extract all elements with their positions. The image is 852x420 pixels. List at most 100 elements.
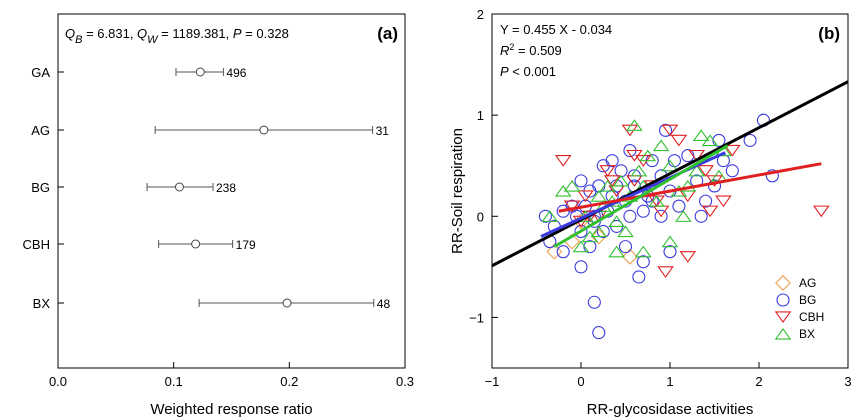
forest-x-tick-label: 0.2	[280, 374, 298, 389]
legend-label: AG	[799, 276, 816, 290]
panel-a-label: (a)	[377, 24, 398, 43]
forest-row-cbh: 179	[158, 238, 256, 252]
data-point	[670, 134, 688, 147]
forest-x-axis-title: Weighted response ratio	[150, 401, 312, 418]
data-point	[663, 245, 677, 259]
data-point	[621, 248, 638, 265]
data-point	[652, 205, 670, 218]
data-point	[617, 225, 634, 238]
data-point	[661, 235, 679, 248]
regression-line-bg	[540, 151, 726, 238]
scatter-plot-panel: −1 0 1 2 3 −1 0 1 2 RR-glycosidase activities R…	[449, 7, 852, 418]
data-point	[599, 179, 617, 192]
data-point	[605, 154, 619, 168]
panel-b-label: (b)	[818, 24, 840, 43]
data-point	[626, 119, 643, 131]
forest-row-bg: 238	[146, 181, 236, 195]
scatter-x-tick-label: 0	[577, 374, 584, 389]
data-point	[699, 194, 713, 208]
mean-marker	[174, 182, 184, 192]
legend-label: BG	[799, 293, 816, 307]
scatter-x-tick-label: −1	[485, 374, 500, 389]
scatter-y-tick-label: −1	[469, 310, 484, 325]
data-point	[592, 326, 606, 340]
legend-marker	[774, 311, 792, 324]
data-point	[608, 215, 625, 227]
legend-item-bx: BX	[774, 327, 815, 341]
scatter-y-tick-label: 1	[477, 108, 484, 123]
data-point	[725, 164, 739, 178]
scatter-y-tick-label: 2	[477, 7, 484, 22]
forest-y-tick-labels: GA AG BG CBH BX	[23, 65, 64, 311]
data-point	[592, 179, 606, 193]
mean-marker	[259, 125, 269, 135]
data-point	[661, 124, 679, 137]
forest-row-ga: 496	[175, 66, 247, 80]
data-point	[614, 164, 628, 178]
data-point	[603, 175, 621, 187]
data-point	[652, 139, 670, 152]
forest-x-axis: 0.0 0.1 0.2 0.3	[49, 362, 414, 389]
data-point	[743, 133, 757, 147]
scatter-y-axis-title: RR-Soil respiration	[449, 128, 466, 254]
forest-x-tick-label: 0.1	[165, 374, 183, 389]
data-point	[546, 243, 563, 260]
p-value: < 0.001	[509, 64, 556, 79]
mean-marker	[191, 239, 201, 249]
mean-marker	[282, 298, 292, 308]
data-point	[658, 123, 673, 137]
mean-marker	[195, 67, 205, 77]
legend-item-cbh: CBH	[774, 310, 824, 324]
forest-y-tick-label: BG	[31, 180, 50, 195]
scatter-x-tick-label: 1	[666, 374, 673, 389]
forest-y-tick-label: GA	[31, 65, 50, 80]
data-point	[590, 225, 608, 238]
forest-x-tick-label: 0.0	[49, 374, 67, 389]
data-point	[583, 240, 597, 254]
scatter-points	[538, 113, 830, 340]
data-point	[692, 129, 710, 142]
scatter-y-axis: −1 0 1 2	[469, 7, 498, 325]
data-point	[554, 155, 572, 167]
data-point	[623, 209, 637, 223]
legend: AG BG CBH BX	[774, 275, 824, 341]
data-point	[541, 210, 559, 222]
forest-plot-panel: QB = 6.831, QW = 1189.381, P = 0.328 (a)…	[23, 13, 414, 418]
data-point	[556, 245, 570, 259]
legend-item-bg: BG	[776, 293, 816, 307]
data-point	[701, 134, 719, 147]
data-point	[723, 144, 741, 157]
data-point	[636, 255, 650, 269]
legend-marker	[776, 293, 790, 307]
r-squared-value: = 0.509	[514, 43, 561, 58]
data-point	[707, 179, 722, 193]
data-point	[563, 200, 581, 213]
sample-size-label: 496	[226, 66, 246, 80]
legend-label: CBH	[799, 310, 824, 324]
scatter-y-tick-label: 0	[477, 209, 484, 224]
overall-regression-line	[492, 80, 848, 268]
data-point	[661, 159, 679, 172]
data-point	[688, 164, 706, 177]
data-point	[574, 224, 588, 239]
data-point	[712, 133, 726, 147]
data-point	[675, 210, 692, 222]
sample-size-label: 31	[376, 124, 390, 138]
data-point	[563, 179, 581, 192]
heterogeneity-stats: QB = 6.831, QW = 1189.381, P = 0.328	[65, 26, 289, 46]
sample-size-label: 238	[216, 181, 236, 195]
scatter-x-axis-title: RR-glycosidase activities	[587, 401, 754, 418]
scatter-x-axis: −1 0 1 2 3	[485, 362, 852, 389]
data-point	[812, 205, 830, 218]
data-point	[572, 240, 590, 253]
regression-line-cbh	[558, 162, 822, 213]
data-point	[599, 165, 617, 177]
data-point	[701, 205, 719, 218]
forest-rows: 496 31 238 179 48	[146, 66, 390, 311]
forest-y-tick-label: BX	[33, 296, 51, 311]
data-point	[587, 295, 601, 309]
data-point	[626, 175, 643, 187]
p-symbol: P	[500, 64, 509, 79]
regression-lines	[492, 80, 848, 268]
